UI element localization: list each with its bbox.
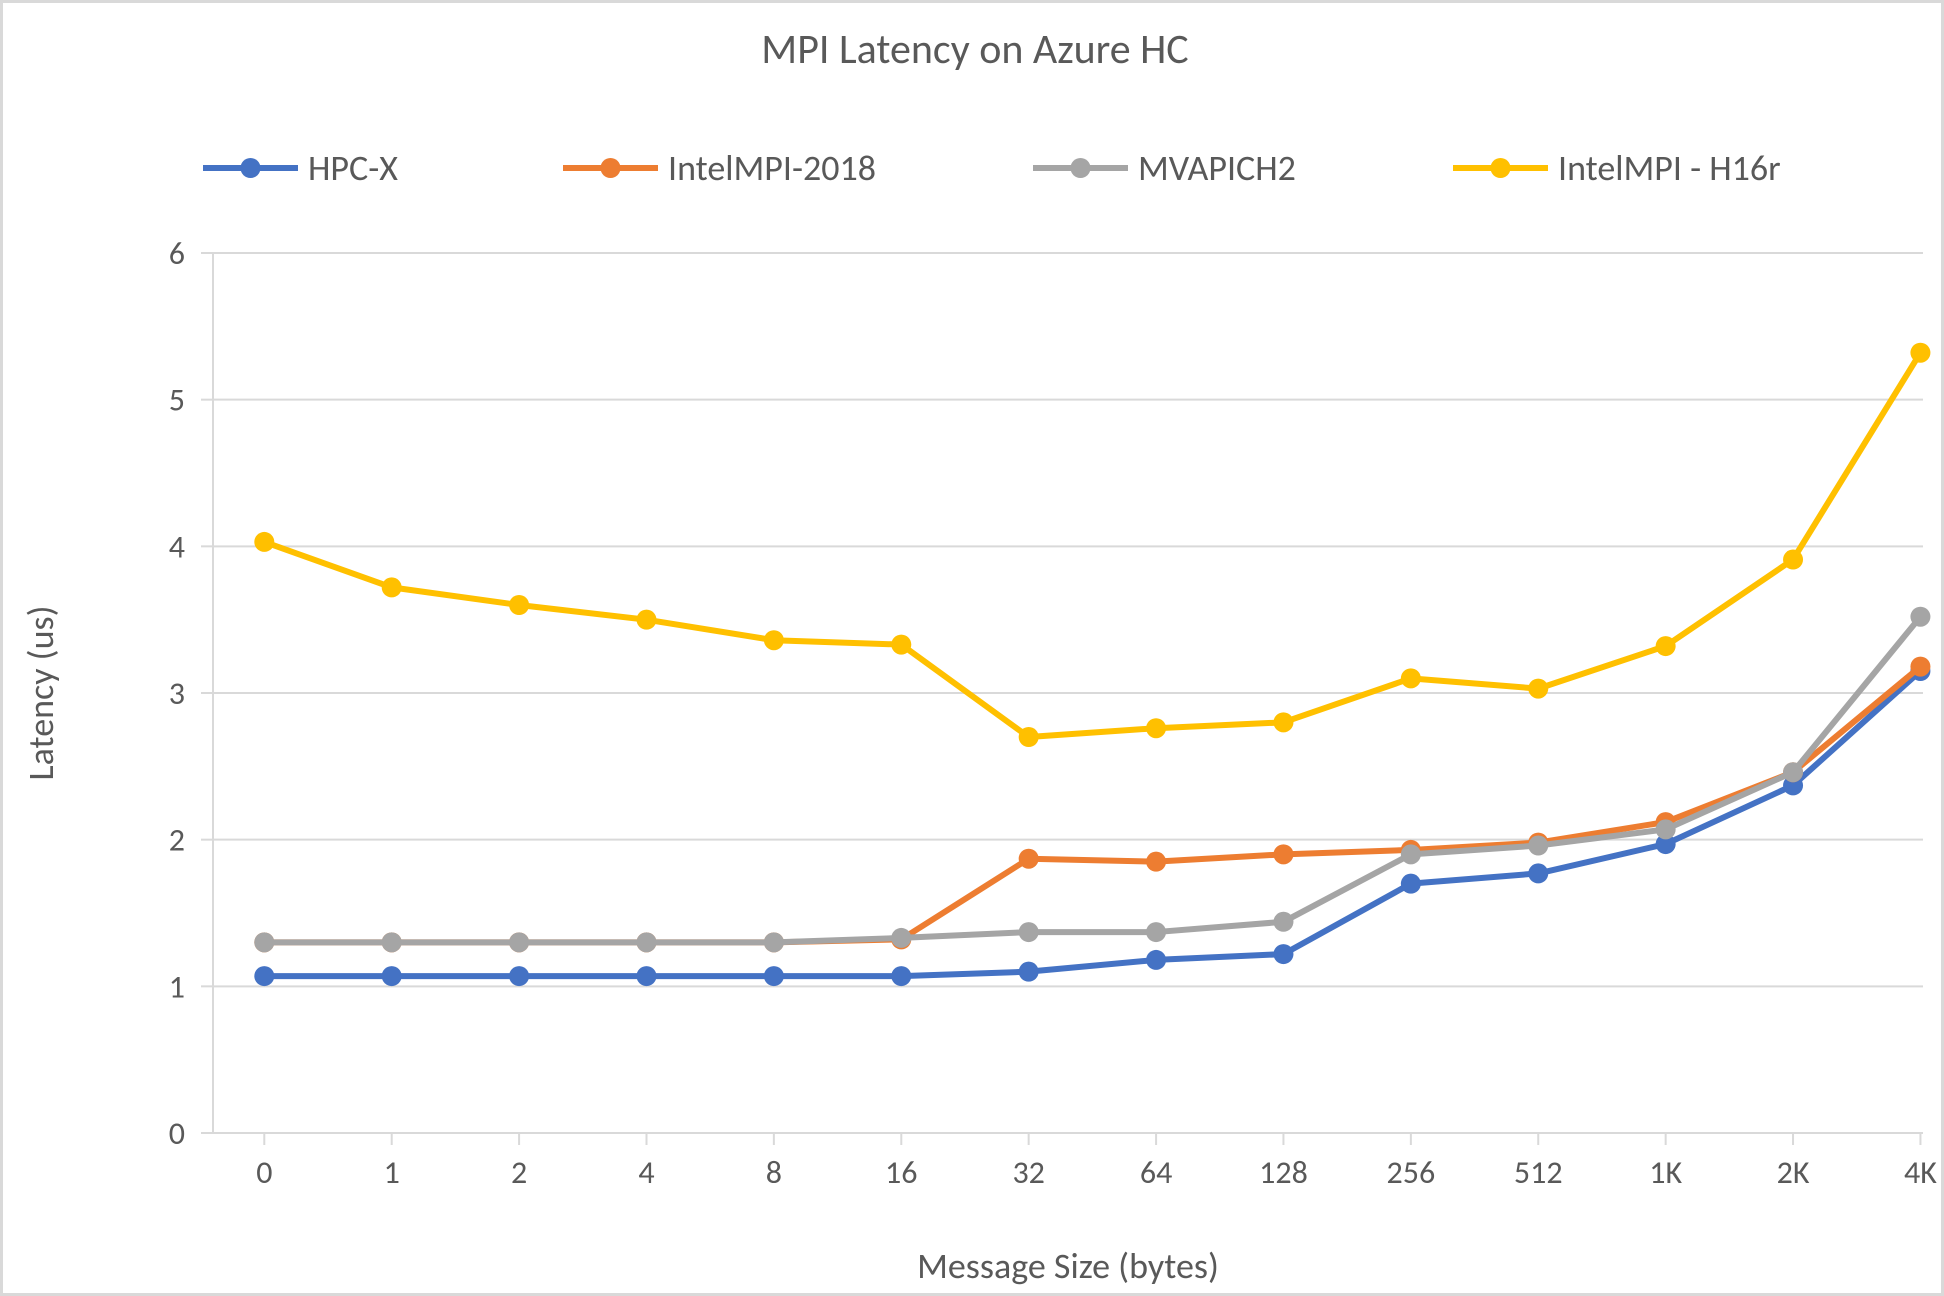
x-tick-label: 0: [256, 1153, 272, 1192]
x-tick-label: 4: [638, 1153, 654, 1192]
y-tick-label: 3: [169, 674, 185, 713]
legend: HPC-X IntelMPI-2018 MVAPICH2 IntelMPI - H16…: [203, 146, 1781, 190]
x-tick-label: 4K: [1904, 1153, 1937, 1192]
x-tick-label: 8: [766, 1153, 782, 1192]
y-tick-label: 6: [169, 234, 185, 273]
gridlines: 0 1 2 3 4 5 6: [169, 234, 1923, 1153]
y-tick-label: 5: [169, 381, 185, 420]
legend-label: IntelMPI - H16r: [1558, 146, 1781, 190]
x-tick-label: 512: [1514, 1153, 1563, 1192]
y-tick-label: 2: [169, 821, 185, 860]
x-tick-label: 32: [1012, 1153, 1044, 1192]
y-axis-title: Latency (us): [19, 605, 63, 780]
series-intelmpi---h16r: [254, 343, 1930, 747]
series-mvapich2: [254, 607, 1930, 953]
x-tick-label: 128: [1259, 1153, 1308, 1192]
legend-label: HPC-X: [308, 146, 398, 190]
chart-container: 0 1 2 3 4 5 6 0 1 2 4 8 16 32 64 128 256 512 1K 2K 4K MPI Lat…: [0, 0, 1944, 1296]
x-tick-label: 256: [1387, 1153, 1436, 1192]
chart-title: MPI Latency on Azure HC: [761, 24, 1188, 75]
y-tick-label: 0: [169, 1114, 185, 1153]
x-tick-label: 2: [511, 1153, 527, 1192]
x-tick-label: 1: [384, 1153, 400, 1192]
y-tick-label: 1: [169, 967, 185, 1006]
legend-label: MVAPICH2: [1138, 146, 1296, 190]
x-tick-label: 16: [885, 1153, 917, 1192]
x-tick-label: 64: [1140, 1153, 1172, 1192]
x-tick-label: 2K: [1777, 1153, 1810, 1192]
x-tick-label: 1K: [1649, 1153, 1682, 1192]
latency-line-chart: 0 1 2 3 4 5 6 0 1 2 4 8 16 32 64 128 256 512 1K 2K 4K MPI Lat…: [3, 3, 1944, 1296]
x-axis-title: Message Size (bytes): [917, 1244, 1219, 1288]
series-intelmpi-2018: [254, 657, 1930, 953]
y-tick-label: 4: [169, 527, 185, 566]
x-ticks: 0 1 2 4 8 16 32 64 128 256 512 1K 2K 4K: [256, 1133, 1937, 1192]
legend-label: IntelMPI-2018: [668, 146, 876, 190]
